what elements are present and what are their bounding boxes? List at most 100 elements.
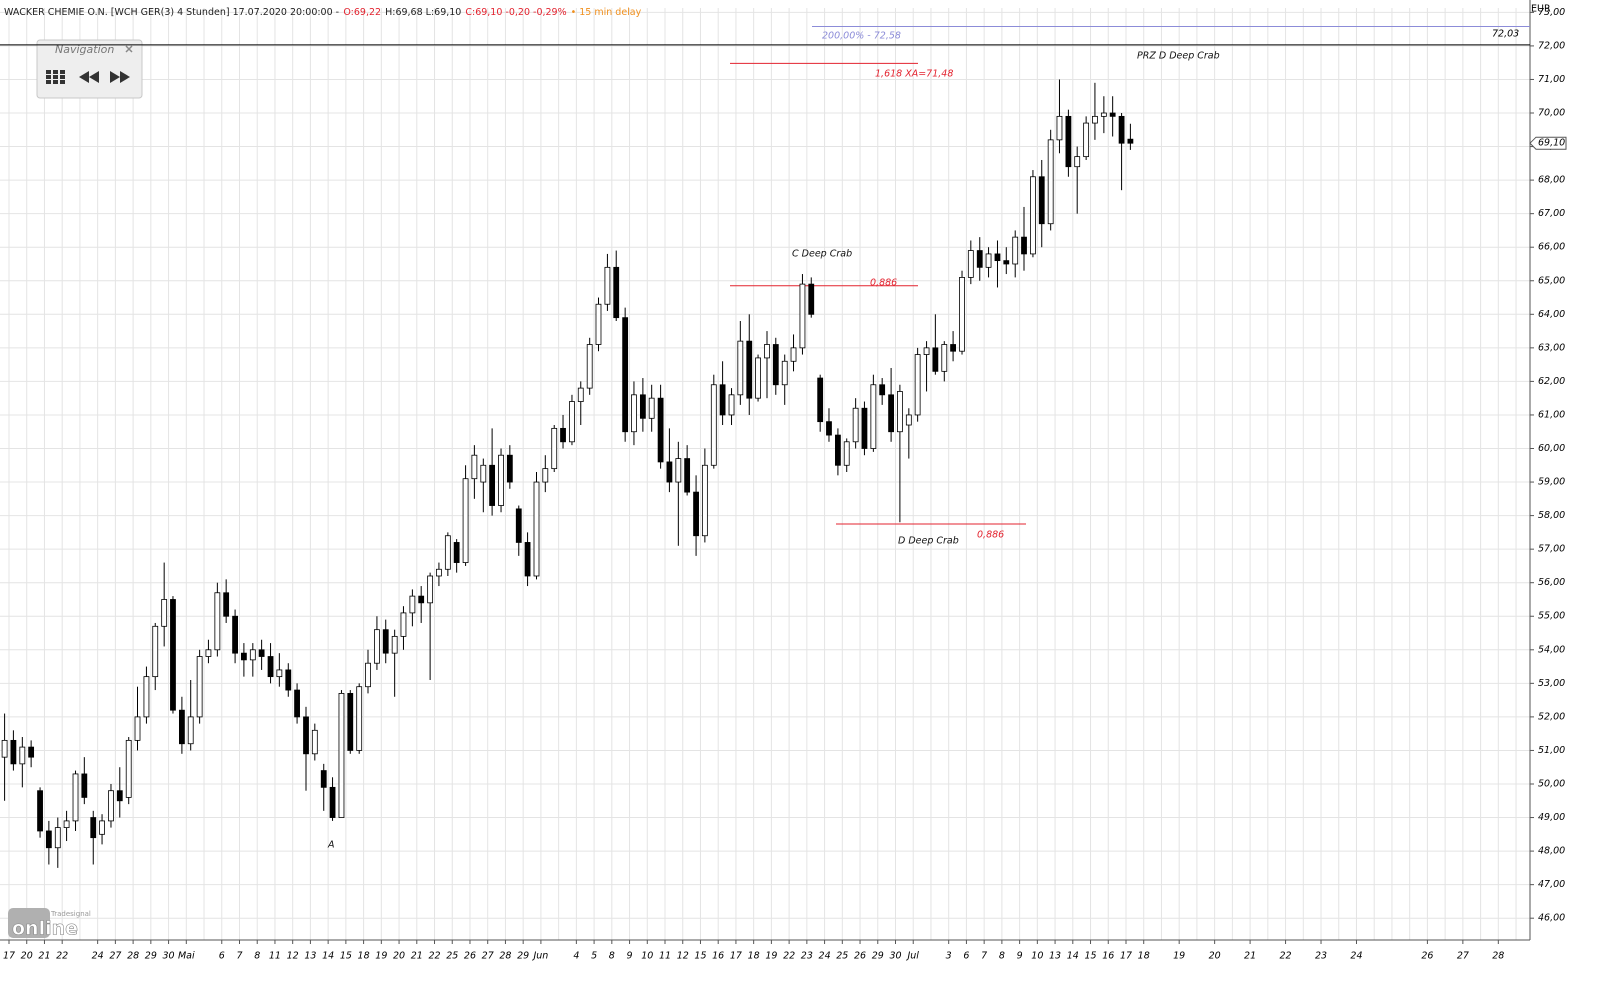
change: C:69,10 -0,20 -0,29%: [465, 7, 566, 18]
candle-body: [817, 377, 824, 423]
x-tick-label: 22: [1280, 951, 1292, 962]
rewind-icon[interactable]: [79, 71, 99, 83]
candle-body: [604, 266, 611, 305]
navigation-panel[interactable]: Navigation: [36, 39, 143, 99]
candle-body: [240, 652, 247, 661]
x-tick-label: Jun: [531, 951, 548, 962]
candle-body: [888, 394, 894, 433]
candle-body: [985, 253, 992, 268]
candle-body: [737, 340, 744, 396]
y-tick-label: 72,00: [1538, 40, 1565, 51]
candle-body: [648, 397, 655, 419]
annotation: C Deep Crab: [792, 249, 852, 260]
candle-body: [294, 689, 300, 718]
x-tick-label: 19: [765, 951, 777, 962]
x-tick-label: 27: [109, 951, 121, 962]
y-tick-label: 60,00: [1538, 443, 1565, 454]
candle-body: [276, 669, 283, 678]
candle-body: [108, 790, 114, 822]
y-tick-label: 48,00: [1538, 846, 1565, 857]
level-label: 0,886: [977, 530, 1004, 541]
level-label: 0,886: [870, 278, 897, 289]
candle-body: [923, 347, 930, 355]
level-label: 72,03: [1492, 29, 1519, 40]
candle-body: [37, 790, 43, 832]
candle-body: [498, 454, 504, 506]
candle-body: [710, 384, 717, 466]
x-tick-label: 15: [694, 951, 706, 962]
candle-body: [1100, 112, 1107, 117]
last-price-label: 69,10: [1538, 138, 1565, 149]
x-tick-label: 14: [322, 951, 334, 962]
candle-body: [471, 454, 478, 480]
x-tick-label: 13: [1049, 951, 1061, 962]
x-tick-label: 16: [1102, 951, 1114, 962]
candle-body: [843, 441, 850, 466]
y-tick-label: 54,00: [1538, 644, 1565, 655]
close-icon[interactable]: [125, 45, 133, 53]
x-tick-label: 19: [1173, 951, 1185, 962]
y-tick-label: 47,00: [1538, 879, 1565, 890]
logo-name: online: [12, 918, 78, 940]
x-tick-label: 8: [609, 951, 615, 962]
candle-body: [879, 384, 886, 396]
candle-body: [905, 414, 912, 426]
candle-body: [551, 427, 558, 470]
candle-body: [1118, 115, 1125, 144]
candle-body: [72, 773, 79, 822]
candle-body: [143, 676, 150, 718]
x-tick-label: 9: [1017, 951, 1023, 962]
annotation: A: [327, 840, 335, 851]
candle-body: [728, 394, 735, 416]
candle-body: [870, 384, 877, 449]
candle-body: [506, 454, 513, 483]
x-tick-label: 29: [872, 951, 884, 962]
candle-body: [444, 535, 451, 570]
candle-body: [560, 427, 566, 443]
candle-body: [436, 568, 442, 577]
candle-body: [347, 693, 354, 751]
candle-body: [453, 542, 460, 563]
candle-body: [1038, 176, 1045, 225]
x-tick-label: 12: [677, 951, 689, 962]
x-tick-label: 15: [340, 951, 352, 962]
y-tick-label: 50,00: [1538, 778, 1565, 789]
candle-body: [515, 508, 522, 543]
candle-body: [170, 599, 176, 711]
x-tick-label: 27: [1457, 951, 1469, 962]
candle-body: [1092, 115, 1098, 124]
x-tick-label: 12: [287, 951, 299, 962]
x-tick-label: 23: [1315, 951, 1327, 962]
candle-body: [976, 250, 983, 268]
x-tick-label: 29: [517, 951, 529, 962]
candle-body: [639, 394, 646, 419]
candle-body: [1074, 156, 1081, 168]
candle-body: [365, 662, 371, 688]
candle-body: [329, 786, 336, 818]
grid-icon[interactable]: [46, 70, 65, 84]
y-tick-label: 62,00: [1538, 376, 1565, 387]
candle-body: [941, 344, 948, 372]
candle-body: [542, 468, 549, 483]
last-price-marker: [1529, 136, 1567, 150]
candle-body: [595, 303, 602, 345]
logo-badge: [8, 908, 50, 938]
candle-body: [613, 266, 620, 319]
x-tick-label: 19: [375, 951, 387, 962]
candle-body: [701, 464, 708, 537]
candle-body: [152, 625, 159, 678]
candle-body: [932, 347, 939, 372]
candle-body: [826, 421, 832, 436]
candle-body: [772, 344, 779, 386]
candle-body: [808, 283, 815, 315]
y-tick-label: 66,00: [1538, 242, 1565, 253]
forward-icon[interactable]: [110, 71, 130, 83]
x-tick-label: 17: [730, 951, 742, 962]
y-tick-label: 56,00: [1538, 577, 1565, 588]
candle-body: [755, 357, 761, 399]
x-tick-label: 21: [38, 951, 50, 962]
x-tick-label: 26: [854, 951, 866, 962]
x-tick-label: 25: [446, 951, 458, 962]
candle-body: [187, 716, 194, 745]
